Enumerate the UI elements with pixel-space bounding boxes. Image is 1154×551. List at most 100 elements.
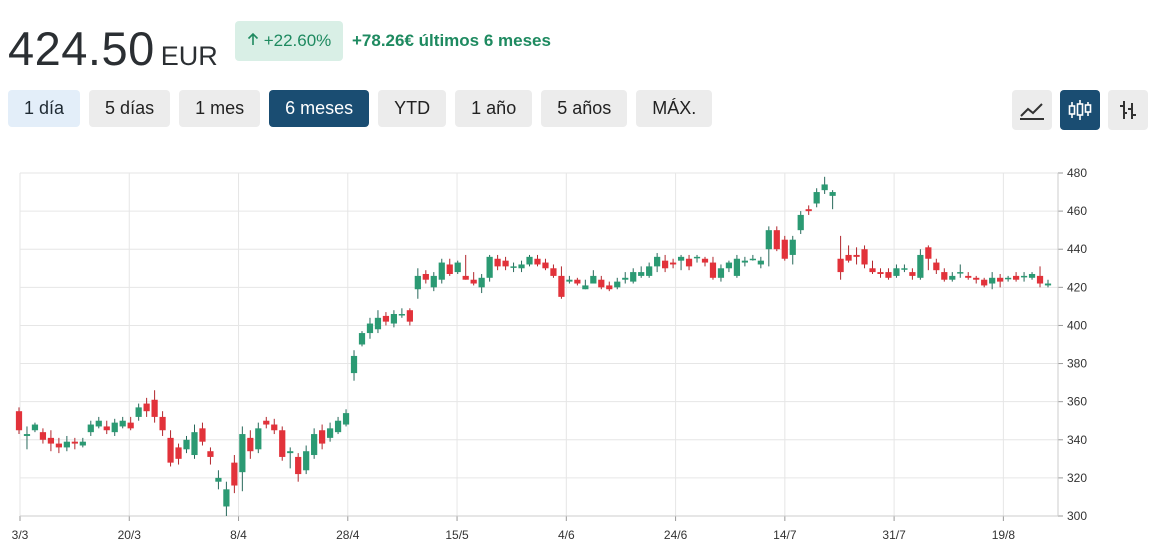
candle-body	[271, 424, 278, 431]
y-tick-label: 340	[1067, 433, 1087, 447]
candle	[279, 426, 286, 461]
x-tick-label: 31/7	[882, 528, 906, 542]
candle	[207, 447, 214, 465]
candle	[574, 277, 581, 286]
line-chart-button[interactable]	[1012, 90, 1052, 130]
change-period: últimos 6 meses	[418, 31, 551, 50]
candle	[542, 258, 549, 271]
x-tick-label: 19/8	[992, 528, 1016, 542]
y-tick-label: 320	[1067, 471, 1087, 485]
candle	[422, 270, 429, 284]
candle-body	[39, 432, 47, 440]
candle	[646, 262, 653, 278]
candle	[693, 254, 701, 263]
candle	[757, 256, 764, 269]
range-button-5y[interactable]: 5 años	[541, 90, 628, 127]
candle	[454, 260, 461, 274]
candle-body	[398, 314, 405, 316]
candle-body	[438, 262, 445, 280]
candle-body	[638, 272, 645, 276]
candle-body	[23, 434, 31, 436]
candle	[462, 254, 469, 280]
candle	[167, 430, 174, 467]
candle-body	[845, 254, 852, 261]
candle	[638, 266, 645, 278]
range-button-1d[interactable]: 1 día	[8, 90, 81, 127]
change-percent-badge: +22.60%	[235, 21, 343, 61]
x-tick-label: 28/4	[336, 528, 360, 542]
candle	[701, 256, 709, 267]
candle	[630, 268, 637, 284]
candle-body	[63, 441, 70, 448]
candle	[95, 416, 102, 429]
candle-body	[486, 256, 493, 278]
candle-body	[1036, 275, 1044, 284]
range-button-max[interactable]: MÁX.	[636, 90, 713, 127]
candle	[510, 262, 517, 273]
candle	[255, 422, 262, 454]
candle-body	[151, 399, 158, 417]
candle	[534, 254, 541, 267]
candle	[502, 256, 509, 271]
arrow-up-icon	[247, 32, 259, 50]
candle-body	[279, 430, 286, 457]
candle	[15, 407, 23, 435]
range-button-ytd[interactable]: YTD	[378, 90, 447, 127]
candle-body	[55, 443, 62, 448]
candle-body	[781, 239, 788, 259]
candle	[981, 277, 988, 288]
range-button-6m[interactable]: 6 meses	[269, 90, 370, 127]
candle-body	[933, 262, 940, 271]
candle-body	[119, 420, 126, 427]
ohlc-chart-button[interactable]	[1108, 90, 1148, 130]
candle	[111, 418, 118, 436]
range-button-1y[interactable]: 1 año	[455, 90, 533, 127]
candle	[430, 272, 437, 292]
candle-body	[957, 272, 964, 274]
candle-body	[231, 462, 238, 486]
candle-body	[342, 413, 350, 425]
candle-body	[685, 258, 693, 267]
candle	[622, 272, 629, 284]
candle	[191, 424, 198, 459]
candle	[662, 254, 669, 273]
candle	[781, 235, 788, 261]
candle	[558, 266, 565, 299]
candle	[350, 350, 358, 381]
candle-body	[965, 275, 972, 278]
candle	[438, 258, 445, 284]
candle-body	[765, 230, 772, 250]
candle-body	[390, 314, 398, 324]
x-tick-label: 24/6	[664, 528, 688, 542]
candle-body	[997, 277, 1004, 282]
candle-body	[422, 273, 429, 280]
candle-body	[837, 258, 844, 273]
candle-body	[622, 277, 629, 280]
candle	[398, 308, 405, 318]
candle-body	[191, 432, 198, 456]
candle-body	[1012, 275, 1020, 280]
range-button-5d[interactable]: 5 días	[89, 90, 171, 127]
candle-body	[606, 285, 613, 290]
candle	[1044, 279, 1052, 288]
candlestick-icon	[1068, 100, 1092, 120]
candle-body	[893, 268, 900, 276]
candle	[717, 264, 725, 282]
candle-body	[885, 272, 892, 278]
candle	[869, 260, 876, 274]
candlestick-chart-button[interactable]	[1060, 90, 1100, 130]
candle	[23, 426, 31, 450]
candle-body	[1044, 283, 1052, 286]
candle-body	[358, 333, 366, 345]
candle	[917, 249, 924, 280]
candle	[390, 310, 398, 328]
range-button-1m[interactable]: 1 mes	[179, 90, 261, 127]
candle	[223, 481, 230, 516]
candle	[39, 428, 47, 444]
candle	[709, 256, 717, 280]
change-summary: +78.26€ últimos 6 meses	[352, 31, 551, 51]
x-tick-label: 4/6	[558, 528, 575, 542]
candle	[215, 470, 222, 490]
candle-body	[717, 268, 725, 278]
candle-body	[446, 264, 453, 274]
